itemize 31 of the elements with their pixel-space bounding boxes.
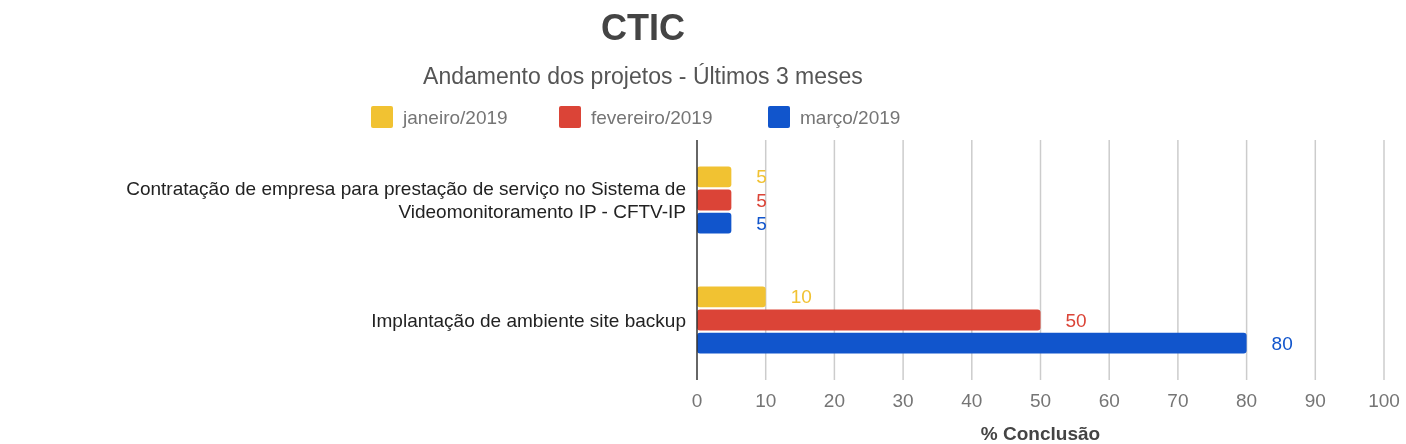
y-tick-label: Contratação de empresa para prestação de serviço no Sistema de Videomonitoramento IP - CFTV-IP <box>126 178 686 223</box>
legend-label: janeiro/2019 <box>402 106 508 128</box>
x-tick-label: 0 <box>691 390 703 411</box>
legend-label: março/2019 <box>800 106 901 128</box>
bar <box>697 286 766 308</box>
x-tick-label: 60 <box>1098 390 1120 411</box>
data-label: 80 <box>1271 332 1293 354</box>
chart-title: CTIC <box>601 7 685 48</box>
bar <box>697 166 732 188</box>
x-tick-label: 20 <box>823 390 845 411</box>
chart-subtitle: Andamento dos projetos - Últimos 3 meses <box>423 63 863 89</box>
x-tick-label: 50 <box>1029 390 1052 411</box>
x-tick-label: 70 <box>1167 390 1189 411</box>
x-tick-label: 10 <box>755 390 777 411</box>
legend-label: fevereiro/2019 <box>591 106 713 128</box>
x-tick-label: 30 <box>892 390 914 411</box>
x-tick-label: 90 <box>1304 390 1326 411</box>
data-label: 10 <box>790 286 812 308</box>
x-tick-label: 40 <box>961 390 983 411</box>
x-tick-label: 80 <box>1236 390 1258 411</box>
data-label: 5 <box>756 212 767 234</box>
data-label: 5 <box>756 189 767 211</box>
bar <box>697 212 732 234</box>
x-tick-label: 100 <box>1368 390 1400 411</box>
x-axis-title: % Conclusão <box>980 423 1101 444</box>
bar <box>697 332 1247 354</box>
bar <box>697 309 1041 331</box>
data-label: 5 <box>756 166 767 188</box>
bar <box>697 189 732 211</box>
y-tick-label: Implantação de ambiente site backup <box>371 309 686 331</box>
data-label: 50 <box>1065 309 1087 331</box>
